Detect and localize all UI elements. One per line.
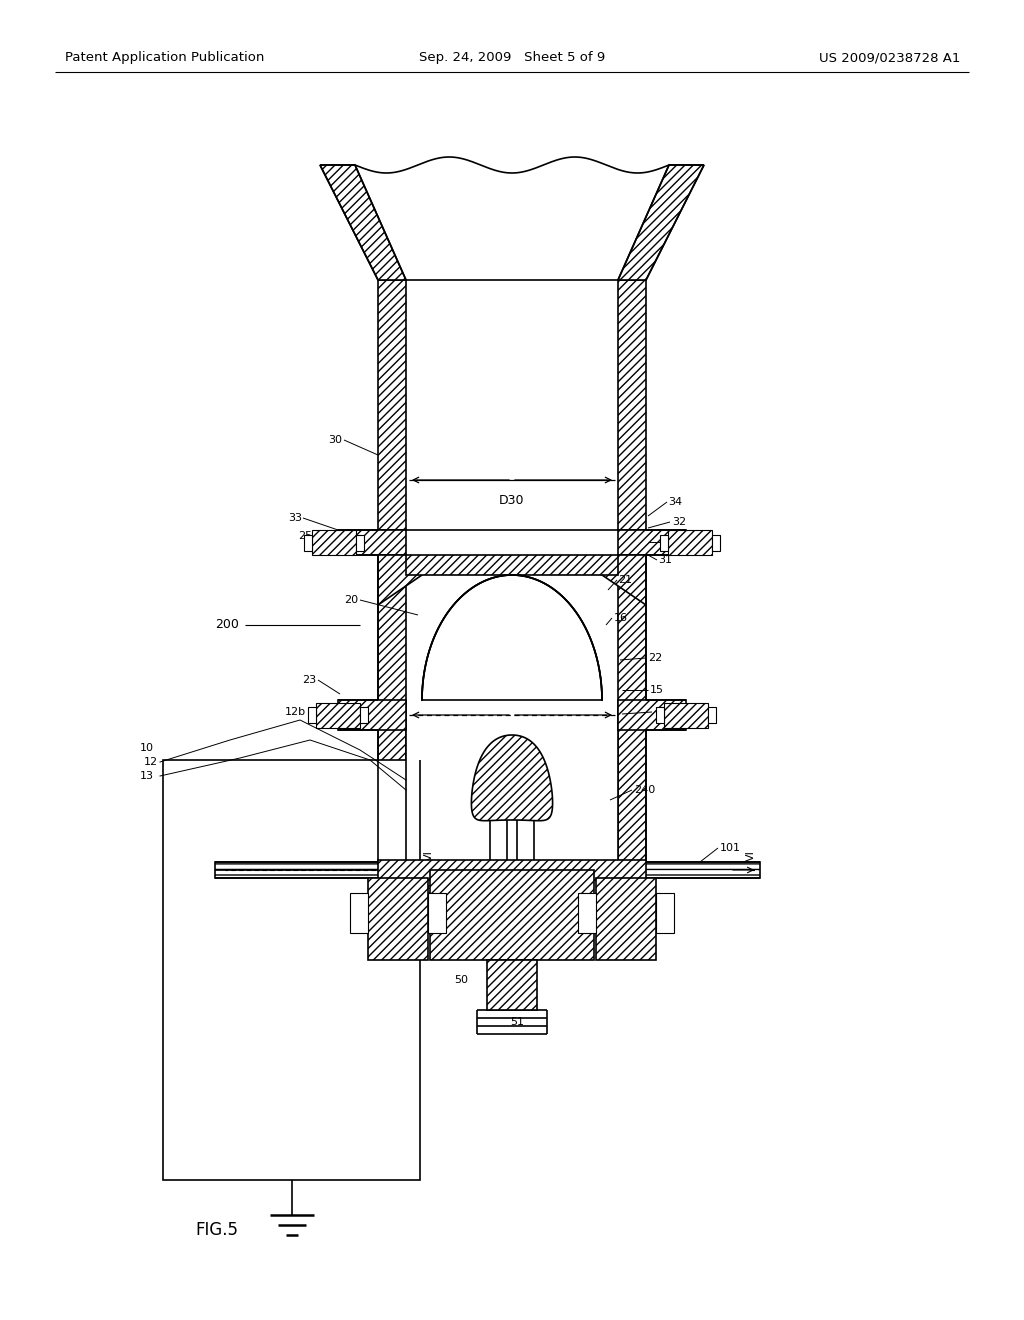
Bar bbox=[350, 894, 368, 933]
Bar bbox=[163, 760, 420, 1180]
Bar bbox=[428, 894, 446, 933]
Bar bbox=[656, 708, 664, 723]
Polygon shape bbox=[618, 165, 705, 280]
Text: FIG.5: FIG.5 bbox=[195, 1221, 238, 1239]
Bar bbox=[338, 700, 406, 730]
Bar bbox=[308, 708, 316, 723]
Polygon shape bbox=[319, 165, 406, 280]
Text: 43: 43 bbox=[527, 813, 541, 822]
Text: 12a: 12a bbox=[655, 708, 676, 717]
Text: 14: 14 bbox=[500, 1003, 514, 1012]
Bar bbox=[618, 531, 686, 554]
Text: 42: 42 bbox=[518, 805, 532, 814]
Text: D30: D30 bbox=[500, 494, 524, 507]
Text: Patent Application Publication: Patent Application Publication bbox=[65, 51, 264, 65]
Text: 12b: 12b bbox=[285, 708, 306, 717]
Text: 240: 240 bbox=[634, 785, 655, 795]
Text: 13: 13 bbox=[140, 771, 154, 781]
Bar bbox=[618, 700, 686, 730]
Polygon shape bbox=[471, 735, 553, 821]
Bar bbox=[378, 861, 646, 880]
Bar bbox=[378, 280, 406, 531]
Bar bbox=[618, 554, 646, 870]
Text: 10: 10 bbox=[140, 743, 154, 752]
Bar bbox=[712, 535, 720, 550]
Bar bbox=[378, 554, 406, 870]
Text: US 2009/0238728 A1: US 2009/0238728 A1 bbox=[818, 51, 961, 65]
Bar bbox=[316, 702, 360, 727]
Polygon shape bbox=[602, 554, 646, 605]
Text: 200: 200 bbox=[215, 619, 239, 631]
Text: Sep. 24, 2009   Sheet 5 of 9: Sep. 24, 2009 Sheet 5 of 9 bbox=[419, 51, 605, 65]
Bar bbox=[708, 708, 716, 723]
Polygon shape bbox=[422, 576, 602, 700]
Text: 33: 33 bbox=[288, 513, 302, 523]
Text: 11: 11 bbox=[490, 989, 504, 999]
Bar bbox=[430, 870, 594, 960]
Bar bbox=[406, 700, 618, 870]
Text: 101: 101 bbox=[720, 843, 741, 853]
Bar bbox=[368, 878, 428, 960]
Text: 24: 24 bbox=[666, 537, 680, 546]
Text: 13b: 13b bbox=[572, 887, 593, 898]
Text: 15: 15 bbox=[650, 685, 664, 696]
Polygon shape bbox=[378, 554, 422, 605]
Bar bbox=[360, 708, 368, 723]
Bar bbox=[594, 862, 760, 878]
Text: 21: 21 bbox=[618, 576, 632, 585]
Text: 34: 34 bbox=[668, 498, 682, 507]
Text: 16: 16 bbox=[614, 612, 628, 623]
Bar bbox=[406, 554, 618, 576]
Text: 52: 52 bbox=[426, 884, 440, 895]
Bar bbox=[668, 531, 712, 554]
Text: 20: 20 bbox=[344, 595, 358, 605]
Bar bbox=[664, 702, 708, 727]
Text: 23: 23 bbox=[302, 675, 316, 685]
Text: 22: 22 bbox=[648, 653, 663, 663]
Text: 31: 31 bbox=[658, 554, 672, 565]
Text: 13a: 13a bbox=[564, 873, 585, 883]
Bar bbox=[338, 531, 406, 554]
Text: 51: 51 bbox=[510, 1016, 524, 1027]
Text: 25: 25 bbox=[298, 531, 312, 541]
Bar bbox=[312, 531, 356, 554]
Text: 12: 12 bbox=[144, 756, 158, 767]
Bar bbox=[304, 535, 312, 550]
Text: 41: 41 bbox=[510, 795, 524, 805]
Text: 50: 50 bbox=[454, 975, 468, 985]
Bar bbox=[656, 894, 674, 933]
Bar bbox=[215, 862, 430, 878]
Text: 32: 32 bbox=[672, 517, 686, 527]
Text: D20: D20 bbox=[500, 690, 524, 704]
Text: 30: 30 bbox=[328, 436, 342, 445]
Text: VI: VI bbox=[746, 850, 756, 862]
Text: VI: VI bbox=[424, 850, 434, 862]
Bar bbox=[578, 894, 596, 933]
Bar bbox=[596, 878, 656, 960]
Bar bbox=[487, 960, 537, 1010]
Text: 241: 241 bbox=[524, 785, 545, 795]
Bar bbox=[660, 535, 668, 550]
Bar bbox=[618, 280, 646, 531]
Bar bbox=[356, 535, 364, 550]
